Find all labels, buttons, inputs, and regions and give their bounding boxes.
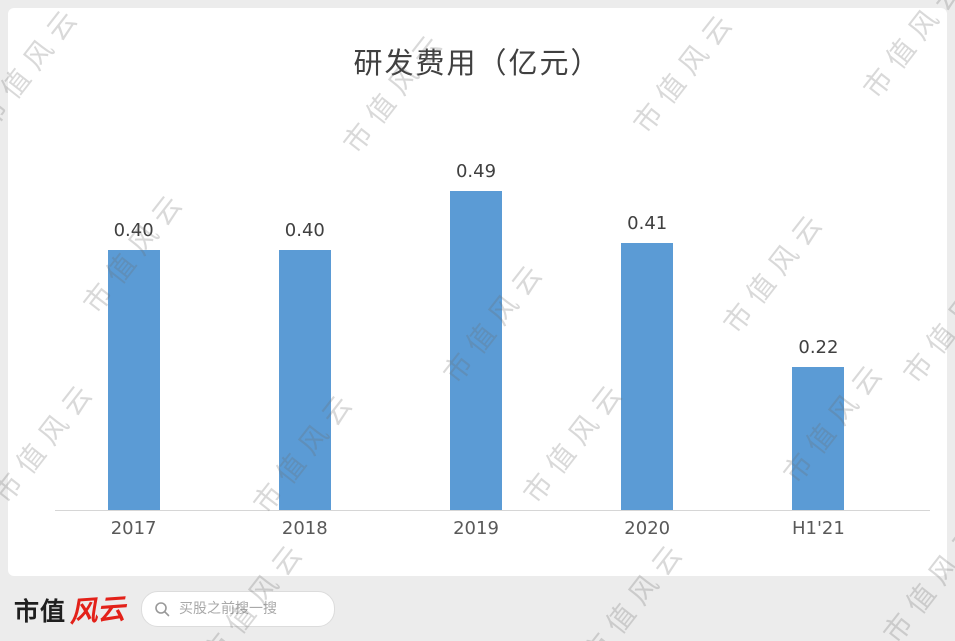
bar-group: 0.40 [48, 150, 219, 510]
x-axis-line [55, 510, 930, 511]
bar-group: 0.40 [219, 150, 390, 510]
footer-bar: 市值 风云 [0, 576, 955, 641]
x-axis-label: 2020 [624, 518, 671, 539]
search-input[interactable] [177, 599, 323, 618]
category-row: 2017 2018 2019 2020 H1'21 [48, 518, 904, 539]
bar [107, 250, 160, 510]
bar [278, 250, 331, 510]
bar [450, 191, 502, 510]
x-axis-label: 2017 [110, 518, 157, 539]
search-box[interactable] [141, 590, 336, 627]
search-icon [154, 601, 170, 617]
bar-group: 0.41 [562, 150, 733, 510]
bar [792, 367, 845, 510]
chart-title: 研发费用（亿元） [353, 46, 602, 80]
bar-value-label: 0.40 [113, 220, 154, 241]
bar-value-label: 0.40 [284, 220, 325, 241]
plot-area: 0.40 0.40 0.49 0.41 0.22 [48, 150, 904, 510]
bar [621, 243, 674, 510]
bar-value-label: 0.49 [455, 161, 497, 182]
x-axis-label: H1'21 [791, 518, 845, 539]
bar-value-label: 0.22 [798, 337, 839, 358]
brand-logo-text-primary: 市值 [14, 596, 67, 626]
x-axis-label: 2019 [453, 518, 499, 539]
bar-value-label: 0.41 [627, 213, 668, 234]
brand-logo-text-accent: 风云 [68, 591, 127, 629]
bar-group: 0.22 [733, 150, 904, 510]
x-axis-label: 2018 [281, 518, 328, 539]
bar-group: 0.49 [390, 150, 561, 510]
brand-logo: 市值 风云 [14, 589, 127, 629]
